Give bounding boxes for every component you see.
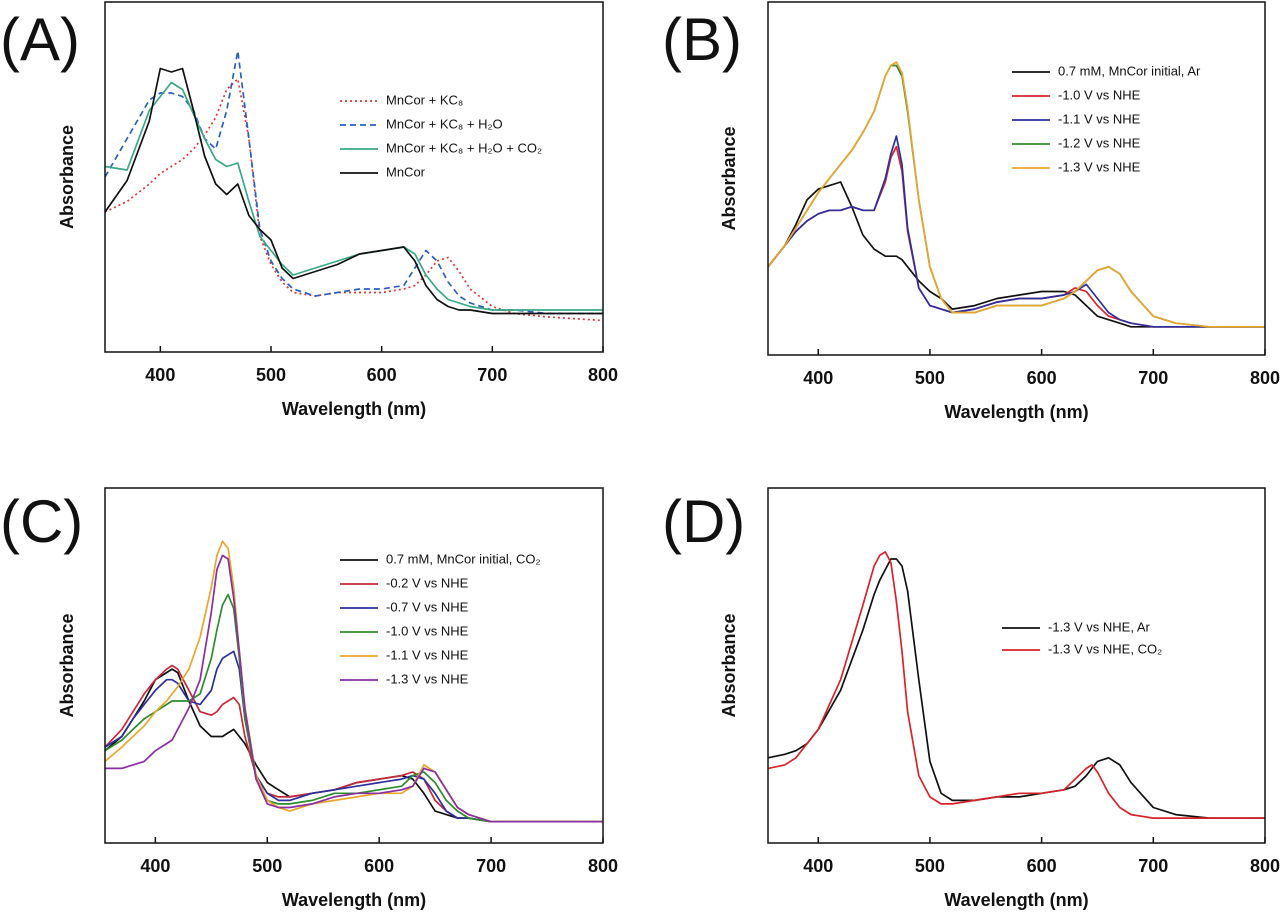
spectrum-line (104, 50, 603, 315)
x-tick-label: 800 (588, 365, 618, 385)
legend-label: 0.7 mM, MnCor initial, Ar (1058, 63, 1201, 78)
x-tick-label: 500 (256, 365, 286, 385)
spectrum-line (767, 551, 1265, 819)
legend-label: -0.7 V vs NHE (386, 599, 469, 614)
legend-label: -1.3 V vs NHE, CO₂ (1048, 641, 1162, 656)
y-axis-title: Absorbance (57, 613, 77, 717)
x-tick-label: 700 (477, 365, 507, 385)
legend-label: MnCor (386, 164, 426, 179)
spectrum-line (767, 61, 1265, 328)
y-axis-title: Absorbance (719, 126, 739, 230)
panel-label: (C) (0, 488, 83, 555)
spectrum-line (104, 664, 603, 823)
legend-label: -0.2 V vs NHE (386, 575, 469, 590)
x-axis-title: Wavelength (nm) (944, 402, 1088, 422)
legend-label: -1.0 V vs NHE (1058, 87, 1141, 102)
legend-label: MnCor + KC₈ + H₂O + CO₂ (386, 140, 542, 155)
x-axis-title: Wavelength (nm) (282, 890, 426, 910)
y-axis-title: Absorbance (57, 125, 77, 229)
spectrum-line (104, 81, 603, 311)
x-axis-title: Wavelength (nm) (944, 890, 1088, 910)
spectrum-line (104, 650, 603, 823)
x-tick-label: 800 (1250, 368, 1280, 388)
chart-panel: (C) 400 500 600 700 800 Wavelength (nm) Absorba… (0, 487, 618, 910)
chart-panel: (A) 400 500 600 700 800 Wavelength (nm) Absorba… (0, 1, 618, 419)
plot-frame (767, 1, 1266, 356)
x-tick-label: 700 (476, 856, 506, 876)
spectrum-line (105, 554, 603, 823)
legend-label: -1.0 V vs NHE (386, 623, 469, 638)
x-tick-label: 400 (803, 368, 833, 388)
spectrum-line (104, 67, 603, 315)
x-tick-label: 400 (145, 365, 175, 385)
legend-label: -1.2 V vs NHE (1058, 135, 1141, 150)
spectrum-line (767, 64, 1265, 328)
x-tick-label: 500 (252, 856, 282, 876)
legend-label: 0.7 mM, MnCor initial, CO₂ (386, 551, 541, 566)
x-tick-label: 600 (1027, 368, 1057, 388)
legend-label: -1.3 V vs NHE (386, 671, 469, 686)
spectrum-line (767, 135, 1265, 328)
legend-label: -1.1 V vs NHE (1058, 111, 1141, 126)
x-axis-title: Wavelength (nm) (282, 399, 426, 419)
y-axis-title: Absorbance (719, 613, 739, 717)
plot-frame (104, 1, 604, 353)
chart-panel: (D) 400 500 600 700 800 Wavelength (nm) Absorba… (662, 487, 1280, 910)
spectrum-line (104, 78, 604, 322)
spectrum-line (767, 558, 1265, 819)
legend-label: MnCor + KC₈ (386, 92, 463, 107)
panel-label: (A) (0, 6, 80, 73)
x-tick-label: 600 (367, 365, 397, 385)
x-tick-label: 500 (915, 368, 945, 388)
x-tick-label: 700 (1138, 856, 1168, 876)
legend-label: -1.1 V vs NHE (386, 647, 469, 662)
spectrum-line (767, 181, 1265, 328)
plot-frame (767, 487, 1266, 844)
panel-label: (D) (662, 488, 745, 555)
x-tick-label: 500 (915, 856, 945, 876)
spectrum-line (104, 593, 603, 823)
x-tick-label: 700 (1138, 368, 1168, 388)
x-tick-label: 400 (803, 856, 833, 876)
x-tick-label: 600 (364, 856, 394, 876)
legend-label: -1.3 V vs NHE, Ar (1048, 619, 1151, 634)
x-tick-label: 800 (588, 856, 618, 876)
panel-label: (B) (662, 6, 742, 73)
legend-label: MnCor + KC₈ + H₂O (386, 116, 503, 131)
legend-label: -1.3 V vs NHE (1058, 159, 1141, 174)
x-tick-label: 800 (1250, 856, 1280, 876)
plot-frame (104, 487, 604, 844)
x-tick-label: 400 (140, 856, 170, 876)
chart-panel: (B) 400 500 600 700 800 Wavelength (nm) Absorba… (662, 1, 1280, 422)
x-tick-label: 600 (1027, 856, 1057, 876)
spectrum-line (104, 668, 603, 823)
